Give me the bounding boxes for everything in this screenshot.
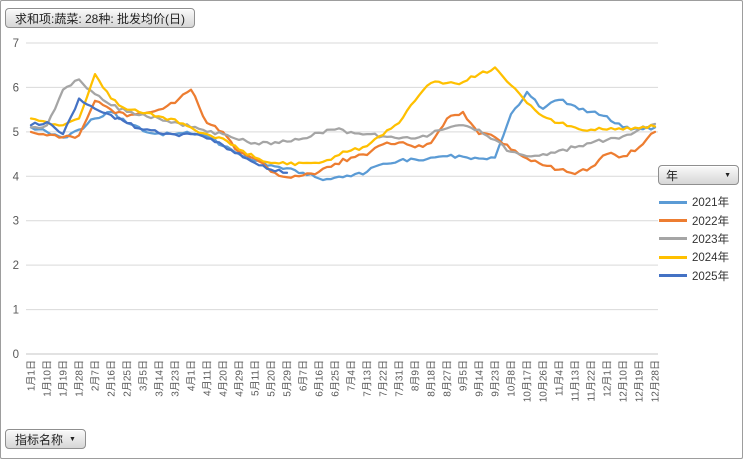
x-axis-tick-label: 1月28日 [74, 360, 86, 397]
chevron-down-icon: ▼ [724, 171, 731, 179]
legend-item-2021年: 2021年 [659, 193, 742, 211]
x-axis-tick-label: 3月23日 [170, 360, 182, 397]
x-axis-tick-label: 7月22日 [378, 360, 390, 397]
x-axis-tick-label: 1月10日 [42, 360, 54, 397]
legend-item-2024年: 2024年 [659, 248, 742, 266]
legend-label: 2021年 [692, 197, 730, 210]
x-axis-tick-label: 8月27日 [442, 360, 454, 397]
series-line-2024年 [29, 66, 657, 167]
y-axis-tick-label: 2 [13, 260, 19, 272]
x-axis-tick-label: 1月19日 [58, 360, 70, 397]
y-axis-tick-label: 6 [13, 82, 19, 94]
x-axis-tick-label: 10月17日 [522, 360, 534, 402]
x-axis-tick-label: 1月1日 [26, 360, 38, 391]
legend-field-label: 年 [666, 168, 679, 183]
legend-line-swatch [659, 219, 687, 223]
x-axis-tick-label: 3月5日 [138, 360, 150, 391]
x-axis-tick-label: 12月19日 [634, 360, 646, 402]
x-axis-tick-label: 4月11日 [202, 360, 214, 396]
legend-item-2025年: 2025年 [659, 267, 742, 285]
x-axis-tick-label: 4月20日 [218, 360, 230, 397]
axis-field-button[interactable]: 指标名称 ▼ [5, 429, 86, 449]
axis-field-label: 指标名称 [15, 432, 64, 447]
x-axis-tick-label: 6月7日 [298, 360, 310, 391]
x-axis-tick-label: 2月7日 [90, 360, 102, 391]
x-axis-tick-label: 12月10日 [618, 360, 630, 402]
series-line-2022年 [29, 88, 657, 179]
legend-line-swatch [659, 274, 687, 278]
legend-label: 2023年 [692, 233, 730, 246]
x-axis-tick-label: 8月9日 [410, 360, 422, 391]
y-axis-tick-label: 7 [13, 38, 19, 50]
legend-line-swatch [659, 200, 687, 204]
x-axis-tick-label: 5月20日 [266, 360, 278, 397]
legend-line-swatch [659, 237, 687, 241]
x-axis-tick-label: 11月13日 [570, 360, 582, 402]
x-axis-tick-label: 9月5日 [458, 360, 470, 391]
legend-field-button[interactable]: 年 ▼ [658, 165, 739, 185]
x-axis-tick-label: 4月29日 [234, 360, 246, 397]
x-axis-tick-label: 10月8日 [506, 360, 518, 397]
y-axis-tick-label: 1 [13, 305, 19, 317]
x-axis-tick-label: 2月25日 [122, 360, 134, 397]
y-axis-tick-label: 0 [13, 349, 19, 361]
value-field-label: 求和项:蔬菜: 28种: 批发均价(日) [15, 11, 186, 26]
y-axis-tick-label: 5 [13, 127, 19, 139]
x-axis-tick-label: 7月4日 [346, 360, 358, 391]
x-axis-tick-label: 9月23日 [490, 360, 502, 397]
x-axis-tick-label: 6月25日 [330, 360, 342, 397]
x-axis-tick-label: 7月31日 [394, 360, 406, 397]
x-axis-tick-label: 8月18日 [426, 360, 438, 397]
value-field-button[interactable]: 求和项:蔬菜: 28种: 批发均价(日) [5, 8, 196, 28]
x-axis-tick-label: 3月14日 [154, 360, 166, 397]
legend-label: 2024年 [692, 252, 730, 265]
x-axis-tick-label: 12月1日 [602, 360, 614, 397]
legend-label: 2022年 [692, 215, 730, 228]
y-axis-tick-label: 4 [13, 171, 20, 183]
legend-label: 2025年 [692, 270, 730, 283]
x-axis-tick-label: 5月11日 [250, 360, 262, 396]
series-line-2025年 [29, 97, 289, 174]
x-axis-tick-label: 11月4日 [554, 360, 566, 396]
x-axis-tick-label: 9月14日 [474, 360, 486, 397]
legend-item-2023年: 2023年 [659, 230, 742, 248]
x-axis-tick-label: 6月16日 [314, 360, 326, 397]
series-line-2021年 [29, 90, 657, 182]
y-axis-tick-label: 3 [13, 216, 19, 228]
series-line-2023年 [29, 78, 657, 158]
x-axis-tick-label: 10月26日 [538, 360, 550, 402]
chart-legend: 2021年 2022年 2023年 2024年 2025年 [659, 193, 742, 285]
x-axis-tick-label: 12月28日 [650, 360, 662, 402]
x-axis-tick-label: 4月1日 [186, 360, 198, 391]
x-axis-tick-label: 5月29日 [282, 360, 294, 397]
x-axis-tick-label: 11月22日 [586, 360, 598, 402]
legend-line-swatch [659, 255, 687, 259]
legend-item-2022年: 2022年 [659, 211, 742, 229]
chevron-down-icon: ▼ [69, 435, 76, 443]
x-axis-tick-label: 7月13日 [362, 360, 374, 397]
x-axis-tick-label: 2月16日 [106, 360, 118, 397]
